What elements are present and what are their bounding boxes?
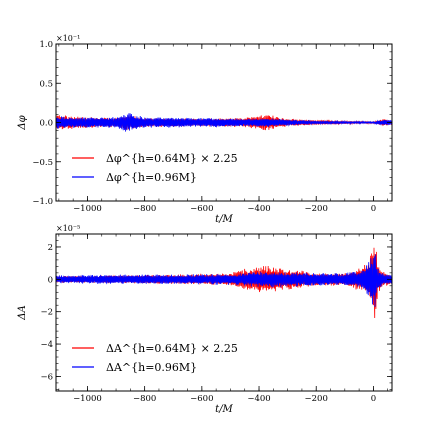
phase-x-tick-label: −400	[247, 204, 270, 214]
amplitude-ticks: −1000 −800 −600 −400 −200 0 −6 −4 −2 0 2	[40, 233, 392, 404]
amplitude-x-tick-label: −800	[133, 394, 156, 404]
phase-y-tick-label: −0.5	[32, 158, 53, 168]
amplitude-y-tick-label: −6	[40, 372, 53, 382]
legend-label-phase-h096: Δφ^{h=0.96M}	[106, 171, 197, 184]
legend-label-amplitude-h096: ΔA^{h=0.96M}	[106, 361, 197, 374]
phase-series-group	[56, 113, 392, 132]
phase-x-tick-label: −1000	[73, 204, 102, 214]
amplitude-offset-label: ×10⁻⁵	[56, 224, 80, 233]
amplitude-difference-panel: −1000 −800 −600 −400 −200 0−6−4−202 ×10⁻⁵ ΔA …	[17, 224, 393, 415]
amplitude-y-tick-label: −2	[40, 308, 53, 318]
phase-y-tick-label: 0.5	[39, 79, 53, 89]
amplitude-x-tick-label: −200	[305, 394, 328, 404]
amplitude-ylabel: ΔA	[17, 305, 28, 320]
amplitude-axes-frame	[55, 233, 393, 392]
amplitude-series-group	[56, 247, 392, 318]
phase-legend: Δφ^{h=0.64M} × 2.25 Δφ^{h=0.96M}	[72, 152, 238, 184]
legend-label-phase-h064: Δφ^{h=0.64M} × 2.25	[106, 152, 238, 165]
series-line-amplitude-h096	[56, 254, 392, 307]
phase-offset-label: ×10⁻¹	[56, 34, 80, 43]
legend-label-amplitude-h064: ΔA^{h=0.64M} × 2.25	[106, 342, 238, 355]
amplitude-x-tick-label: 0	[371, 394, 376, 404]
amplitude-x-tick-label: −1000	[73, 394, 102, 404]
amplitude-y-tick-label: 0	[48, 275, 53, 285]
amplitude-x-tick-label: −400	[247, 394, 270, 404]
amplitude-legend: ΔA^{h=0.64M} × 2.25 ΔA^{h=0.96M}	[72, 342, 238, 374]
amplitude-x-tick-label: −600	[190, 394, 213, 404]
amplitude-xlabel: t/M	[215, 404, 233, 415]
amplitude-y-tick-label: −4	[40, 340, 53, 350]
phase-x-tick-label: −200	[305, 204, 328, 214]
phase-difference-panel: −1000 −800 −600 −400 −200 0−1.0−0.50.00.51.0 …	[17, 34, 393, 225]
phase-ylabel: Δφ	[17, 115, 28, 130]
series-line-phase-h096	[56, 113, 392, 132]
phase-x-tick-label: −600	[190, 204, 213, 214]
phase-y-tick-label: 0.0	[39, 119, 53, 129]
phase-y-tick-label: 1.0	[39, 40, 53, 50]
phase-xlabel: t/M	[215, 214, 233, 225]
phase-y-tick-label: −1.0	[32, 197, 53, 207]
phase-x-tick-label: −800	[133, 204, 156, 214]
phase-ticks: −1000 −800 −600 −400 −200 0 −1.0 −0.5 0.0 0.5 1.0	[32, 40, 392, 214]
amplitude-y-tick-label: 2	[48, 243, 53, 253]
phase-x-tick-label: 0	[371, 204, 376, 214]
